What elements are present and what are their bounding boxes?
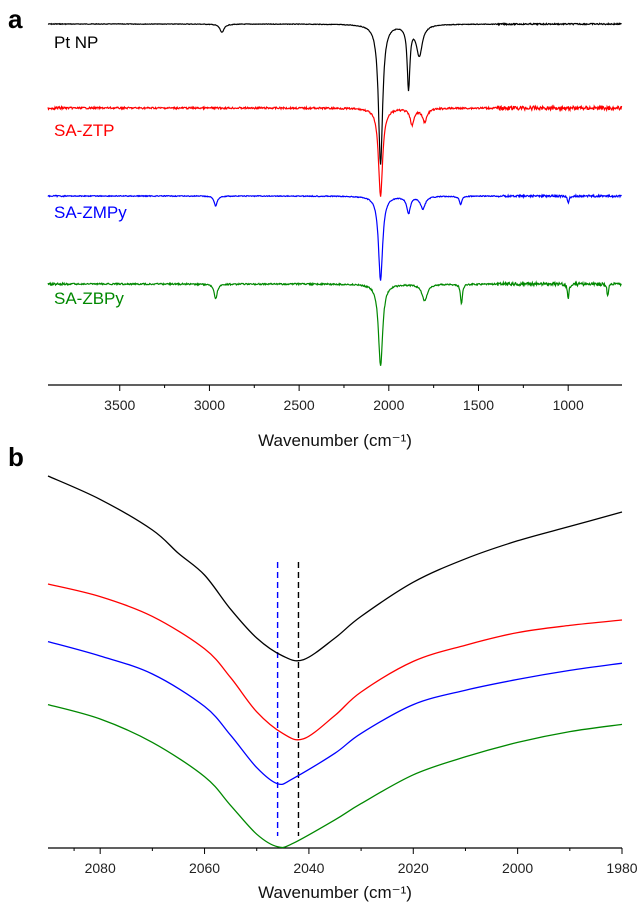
panel-a-tick-label: 3500 — [104, 397, 135, 413]
panel-a-tick-label: 1000 — [553, 397, 584, 413]
panel-a-tick-label: 2000 — [373, 397, 404, 413]
panel-a-series-name: SA-ZBPy — [54, 289, 124, 308]
panel-b-tick-label: 2060 — [189, 860, 220, 876]
panel-a-tick-label: 3000 — [194, 397, 225, 413]
panel-a-xlabel: Wavenumber (cm⁻¹) — [258, 431, 412, 450]
panel-b-tick-label: 2040 — [293, 860, 324, 876]
panel-b-label: b — [8, 442, 24, 472]
panel-a-series-name: Pt NP — [54, 33, 98, 52]
panel-b-series-line — [47, 583, 623, 741]
panel-a-series-line — [47, 22, 622, 165]
panel-b-plot: 2080 2060 2040 2020 2000 1980 — [47, 475, 638, 876]
panel-a-plot: 3500 3000 2500 2000 1500 1000 Pt NP SA-ZTP SA-ZM… — [47, 22, 623, 413]
panel-b-series-line — [47, 475, 623, 662]
panel-a-series-line — [47, 280, 622, 366]
panel-a-series-line — [47, 193, 622, 281]
panel-b-tick-label: 2020 — [398, 860, 429, 876]
panel-a-label: a — [8, 4, 23, 34]
panel-b-tick-label: 2000 — [502, 860, 533, 876]
panel-b-xlabel: Wavenumber (cm⁻¹) — [258, 883, 412, 902]
panel-a-series-name: SA-ZTP — [54, 121, 114, 140]
panel-a-series-name: SA-ZMPy — [54, 203, 127, 222]
panel-b-tick-label: 2080 — [85, 860, 116, 876]
panel-a-tick-label: 2500 — [284, 397, 315, 413]
panel-a-series-line — [47, 104, 623, 197]
panel-b-series-line — [47, 703, 623, 849]
panel-b-tick-label: 1980 — [606, 860, 637, 876]
panel-a-tick-label: 1500 — [463, 397, 494, 413]
panel-b-series-line — [47, 640, 623, 786]
